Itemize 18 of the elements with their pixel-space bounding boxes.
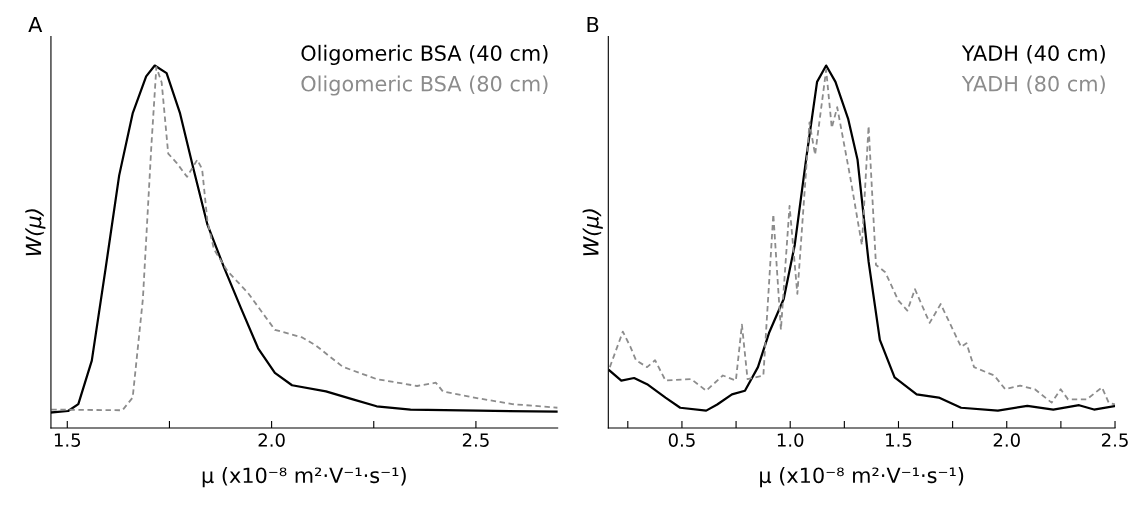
text: Oligomeric BSA (40 cm) <box>301 44 548 66</box>
x-tick-label: 2.5 <box>1101 433 1128 447</box>
x-tick-label: 0.5 <box>668 433 695 447</box>
x-axis-title: μ (x10⁻⁸ m²·V⁻¹·s⁻¹) <box>202 467 406 488</box>
x-tick-label: 2.5 <box>462 433 489 447</box>
chart-title: A <box>28 16 43 33</box>
text: YADH (80 cm) <box>961 75 1105 95</box>
x-tick-label: 1.0 <box>777 433 804 447</box>
x-tick-label: 2.0 <box>258 433 285 447</box>
x-tick-label: 1.5 <box>54 433 81 447</box>
x-axis-title: μ (x10⁻⁸ m²·V⁻¹·s⁻¹) <box>760 467 964 488</box>
text: Oligomeric BSA (80 cm) <box>301 75 548 96</box>
text: YADH (40 cm) <box>961 44 1105 64</box>
y-axis-title: W(μ) <box>582 209 603 256</box>
x-tick-label: 1.5 <box>886 433 912 447</box>
x-tick-label: 2.0 <box>993 433 1020 447</box>
chart-title: B <box>587 16 599 33</box>
y-axis-title: W(μ) <box>25 209 46 256</box>
